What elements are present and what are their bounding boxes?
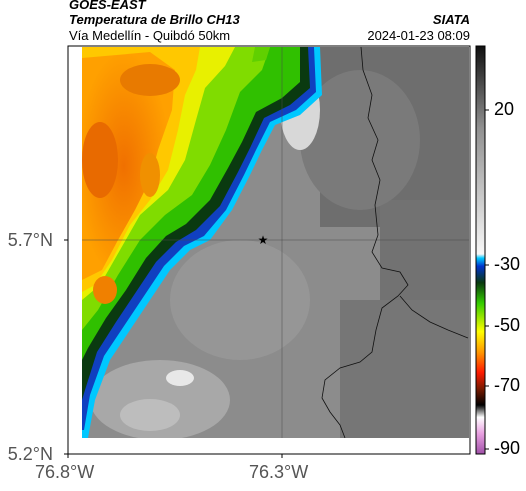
boundary-line (321, 47, 409, 438)
y-tick-label: 5.2°N (7, 444, 53, 464)
colorbar-label: -70 (494, 375, 521, 395)
star-icon: ★ (258, 233, 269, 247)
boundary-line (399, 295, 469, 339)
organization-label: SIATA (432, 12, 470, 27)
x-tick-label: 76.8°W (35, 462, 95, 482)
product-source: GOES-EAST (69, 0, 146, 12)
timestamp: 2024-01-23 08:09 (367, 28, 470, 43)
x-tick-label: 76.3°W (249, 462, 309, 482)
colorbar-label: -50 (494, 315, 521, 335)
map-frame (67, 45, 471, 455)
colorbar-label: -30 (494, 254, 521, 274)
colorbar (475, 45, 486, 455)
map-title: Temperatura de Brillo CH13 (69, 12, 240, 27)
colorbar-ticks (485, 109, 489, 450)
map-subtitle: Vía Medellín - Quibdó 50km (69, 28, 231, 43)
colorbar-label: -90 (494, 438, 521, 458)
y-tick-label: 5.7°N (7, 230, 53, 250)
colorbar-label: 20 (494, 99, 515, 119)
